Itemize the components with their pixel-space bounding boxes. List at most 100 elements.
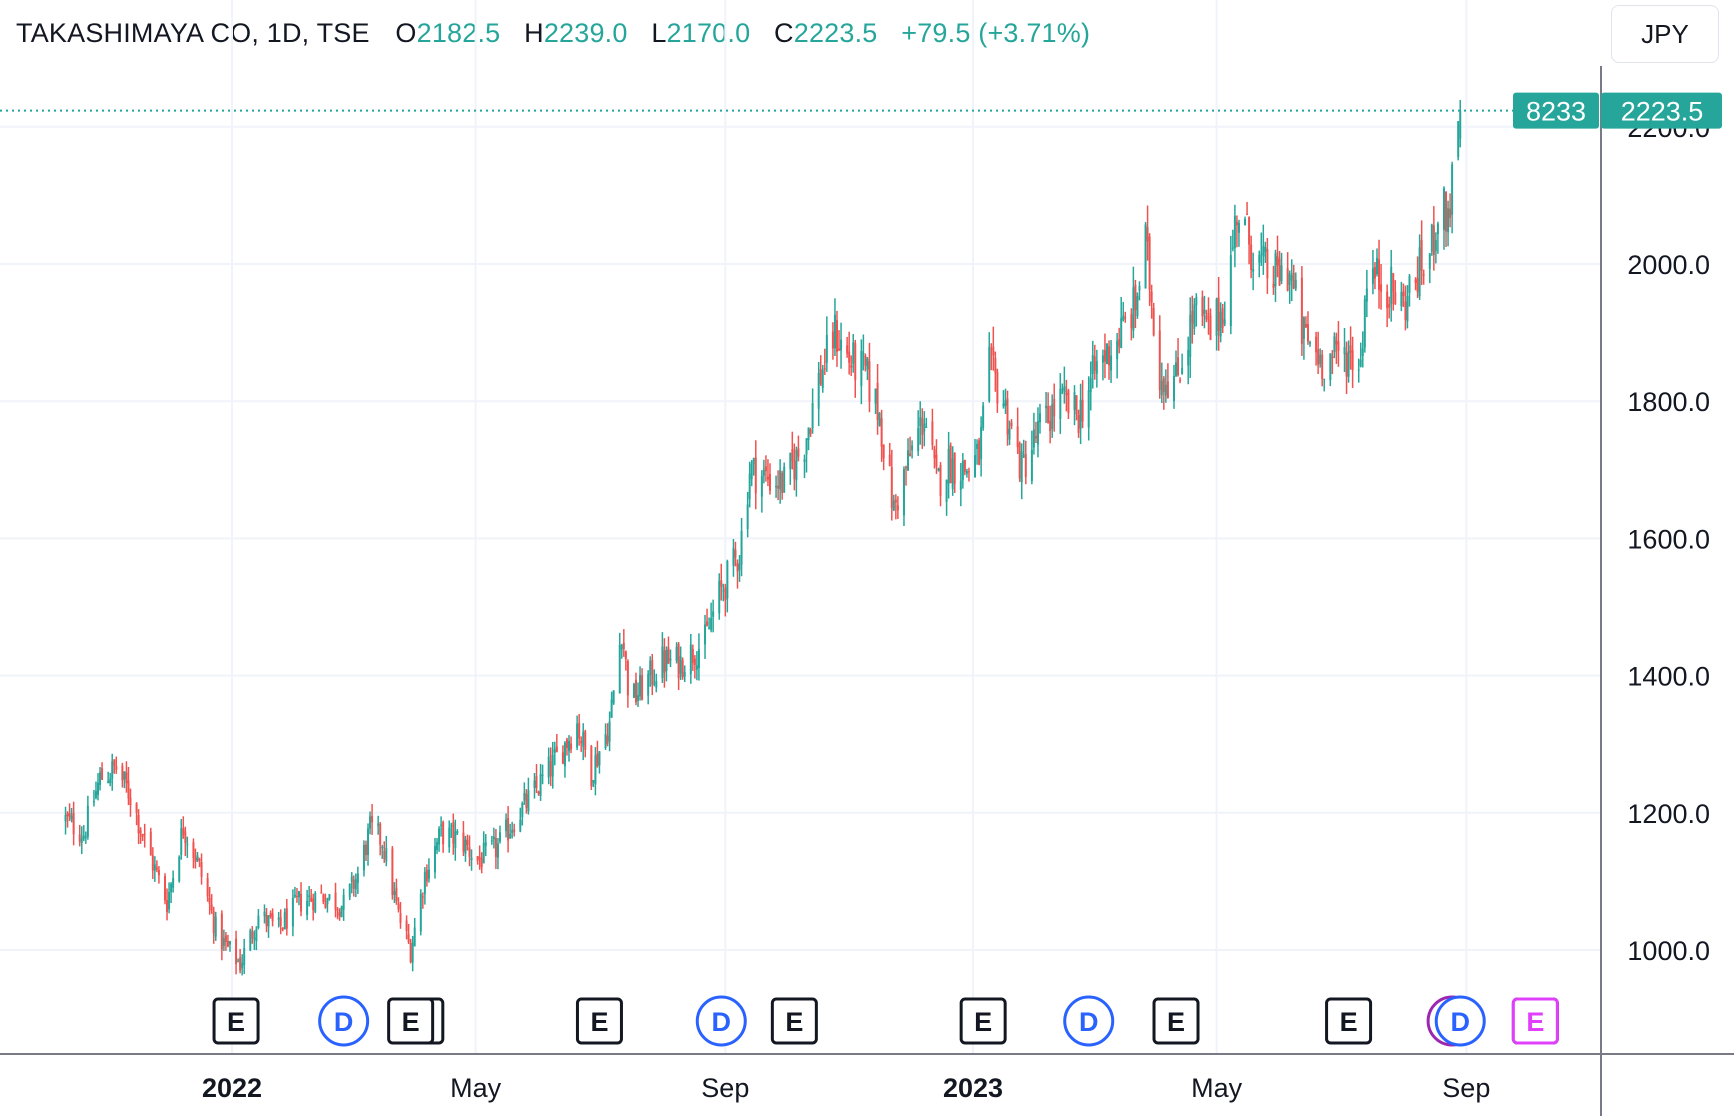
candle-body (1047, 406, 1050, 424)
candle-body (314, 892, 317, 913)
candle-body (578, 722, 581, 739)
candle-body (1343, 347, 1346, 355)
candle-body (397, 904, 400, 910)
candle-body (894, 499, 897, 503)
candle-body (509, 833, 512, 839)
candle-body (157, 870, 160, 876)
candle-body (1337, 341, 1340, 351)
candle-body (1116, 340, 1119, 360)
candle-body (1371, 268, 1374, 284)
candle-body (413, 927, 416, 947)
candle-body (480, 858, 483, 868)
candle-body (622, 642, 625, 649)
candle-body (563, 742, 566, 767)
dividend-event-icon[interactable] (1434, 995, 1486, 1047)
candle-body (1323, 378, 1326, 380)
candle-body (1229, 255, 1232, 327)
candle-body (235, 938, 238, 964)
candle-body (988, 347, 991, 401)
earnings-event-icon[interactable] (959, 997, 1007, 1045)
candle-body (1087, 390, 1090, 428)
candle-body (704, 624, 707, 645)
candle-body (1164, 384, 1167, 396)
earnings-event-icon[interactable] (1152, 997, 1200, 1045)
candle-body (141, 833, 144, 837)
dividend-event-letter: D (334, 1007, 354, 1037)
time-axis[interactable]: 2022 May Sep 2023 May Sep (202, 1073, 1490, 1103)
candle-body (1207, 313, 1210, 315)
candle-body (980, 426, 983, 460)
price-tag (1601, 92, 1722, 129)
candle-body (80, 838, 83, 843)
candle-body (354, 879, 357, 890)
candle-body (584, 731, 587, 750)
candle-body (178, 856, 181, 882)
candle-body (866, 358, 869, 370)
candle-body (1445, 191, 1448, 232)
candle-body (1146, 227, 1149, 242)
candle-body (1408, 275, 1411, 293)
candle-body (94, 791, 97, 798)
candle-body (651, 659, 654, 685)
candle-body (379, 823, 382, 845)
candle-body (1278, 258, 1281, 286)
earnings-event-letter: E (590, 1007, 608, 1037)
candle-body (476, 856, 479, 861)
candle-body (64, 815, 67, 822)
candle-body (951, 458, 954, 490)
candle-body (137, 815, 140, 834)
candle-body (109, 778, 112, 784)
candle-body (541, 774, 544, 776)
candle-body (1189, 314, 1192, 358)
candle-body (720, 580, 723, 587)
currency-button[interactable]: JPY (1611, 5, 1719, 63)
candle-body (909, 453, 912, 457)
candle-body (693, 658, 696, 665)
candle-body (1089, 378, 1092, 393)
dividend-event-icon[interactable] (318, 995, 370, 1047)
candle-body (1075, 395, 1078, 415)
candle-body (811, 403, 814, 429)
candle-body (1233, 215, 1236, 249)
candle-body (482, 842, 485, 864)
candle-body (498, 832, 501, 842)
candle-body (1032, 429, 1035, 448)
candle-body (440, 824, 443, 826)
candle-body (902, 468, 905, 516)
earnings-event-icon[interactable] (1325, 997, 1373, 1045)
candle-body (781, 472, 784, 493)
candle-body (925, 426, 928, 428)
candle-body (149, 831, 152, 856)
candle-body (797, 448, 800, 457)
earnings-event-icon[interactable] (575, 997, 623, 1045)
candle-body (312, 898, 315, 911)
candle-body (172, 877, 175, 888)
candle-body (427, 869, 430, 879)
candle-body (553, 749, 556, 753)
candle-body (1144, 224, 1147, 289)
dividend-event-icon[interactable] (1063, 995, 1115, 1047)
candle-body (434, 845, 437, 873)
candle-body (594, 755, 597, 785)
candle-body (740, 530, 743, 565)
candle-body (121, 765, 124, 781)
candle-body (1081, 399, 1084, 422)
candle-body (409, 943, 412, 963)
price-axis[interactable]: 1000.01200.01400.01600.01800.02000.02200… (1627, 113, 1710, 966)
candle-body (68, 813, 71, 817)
future-earnings-event-icon[interactable] (1511, 997, 1559, 1045)
earnings-event-icon[interactable] (212, 997, 260, 1045)
candle-body (1345, 352, 1348, 377)
close-value: 2223.5 (793, 18, 878, 48)
earnings-event-icon[interactable] (387, 997, 435, 1045)
candle-body (1392, 273, 1395, 292)
candle-body (208, 897, 211, 904)
candle-body (1203, 309, 1206, 314)
earnings-event-icon[interactable] (770, 997, 818, 1045)
candle-body (1388, 303, 1391, 308)
candle-body (423, 872, 426, 894)
dividend-event-icon[interactable] (695, 995, 747, 1047)
candle-body (803, 459, 806, 462)
candle-body (101, 768, 104, 780)
